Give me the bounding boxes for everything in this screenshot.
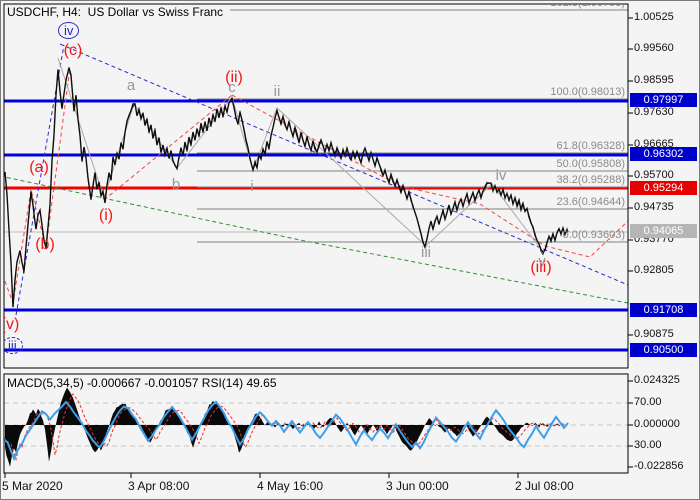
wave-label-red-c: (c) bbox=[63, 42, 83, 59]
wave-label-circled-iii: iii bbox=[4, 337, 23, 354]
rsi-line bbox=[4, 400, 569, 462]
blue-descending bbox=[59, 43, 628, 286]
price-level-badge: 0.94065 bbox=[630, 224, 697, 238]
wave-label-red-b: (b) bbox=[35, 236, 55, 253]
wave-label-gray-ii: ii bbox=[273, 83, 281, 100]
wave-label-gray-v: v bbox=[538, 253, 546, 270]
wave-label-red-a: (a) bbox=[29, 159, 49, 176]
wave-label-red-ii: (ii) bbox=[225, 69, 243, 86]
time-tick-label: 5 Mar 2020 bbox=[2, 479, 63, 493]
price-tick-label: 0.94735 bbox=[634, 201, 674, 213]
macd-tick-label: 0.024325 bbox=[634, 374, 680, 386]
wave-label-gray-c: c bbox=[228, 79, 236, 96]
price-tick-label: 0.99560 bbox=[634, 42, 674, 54]
price-tick-label: 1.00525 bbox=[634, 11, 674, 23]
wave-label-gray-i: i bbox=[250, 178, 254, 195]
fib-level-label: 0.0(0.93603) bbox=[562, 229, 625, 241]
fib-level-label: 50.0(0.95808) bbox=[556, 158, 626, 170]
time-tick-label: 4 May 16:00 bbox=[257, 479, 324, 493]
main-pane-border bbox=[3, 3, 629, 369]
chart-symbol-title: USDCHF, H4: US Dollar vs Swiss Franc bbox=[7, 5, 224, 19]
price-tick-label: 0.97630 bbox=[634, 106, 674, 118]
macd-rsi-indicator-label: MACD(5,34,5) -0.000667 -0.001057 RSI(14)… bbox=[7, 376, 277, 390]
macd-tick-label: -0.022856 bbox=[634, 460, 684, 472]
macd-histogram bbox=[5, 387, 567, 467]
price-tick-label: 0.95700 bbox=[634, 169, 674, 181]
price-series-detail bbox=[4, 67, 569, 307]
wave-label-gray-iv: iv bbox=[495, 167, 507, 184]
macd-tick-label: 30.00 bbox=[634, 439, 662, 451]
price-level-badge: 0.96302 bbox=[630, 147, 697, 161]
price-level-badge: 0.95294 bbox=[630, 181, 697, 195]
wave-label-gray-a: a bbox=[126, 77, 136, 94]
price-level-badge: 0.90500 bbox=[630, 343, 697, 357]
fib-level-label: 161.8(1.00758) bbox=[550, 4, 625, 9]
wave-label-red-i: (i) bbox=[98, 207, 114, 224]
macd-tick-label: 70.00 bbox=[634, 396, 662, 408]
wave-label-gray-b: b bbox=[171, 176, 181, 193]
wave-label-circled-iv: iv bbox=[58, 22, 80, 39]
price-tick-label: 0.92805 bbox=[634, 264, 674, 276]
main-chart-overlay: 161.8(1.00758) 100.0(0.98013) 61.8(0.96328… bbox=[4, 4, 628, 368]
time-tick-label: 3 Jun 00:00 bbox=[386, 479, 449, 493]
wave-label-red-v: (v) bbox=[4, 316, 20, 333]
wave-label-gray-iii: iii bbox=[421, 244, 431, 261]
price-level-badge: 0.91708 bbox=[630, 303, 697, 317]
main-pane-graphics bbox=[4, 9, 628, 352]
price-level-badge: 0.97997 bbox=[630, 93, 697, 107]
macd-pane-graphics bbox=[4, 387, 628, 467]
price-tick-label: 0.98595 bbox=[634, 74, 674, 86]
fib-level-label: 100.0(0.98013) bbox=[550, 86, 625, 98]
red-forecast bbox=[231, 94, 628, 258]
time-tick-label: 3 Apr 08:00 bbox=[128, 479, 190, 493]
fib-level-label: 23.6(0.94644) bbox=[556, 196, 626, 208]
fib-level-label: 61.8(0.96328) bbox=[556, 140, 626, 152]
gray-wave-path bbox=[57, 57, 544, 253]
price-tick-label: 0.90875 bbox=[634, 328, 674, 340]
macd-tick-label: 0.000000 bbox=[634, 418, 680, 430]
fib-level-label: 38.2(0.95288) bbox=[556, 174, 626, 186]
wave-label-red-iii: (iii) bbox=[530, 259, 552, 276]
time-tick-label: 2 Jul 08:00 bbox=[515, 479, 574, 493]
red-wave-left bbox=[4, 67, 71, 305]
macd-pane-border bbox=[3, 373, 629, 474]
